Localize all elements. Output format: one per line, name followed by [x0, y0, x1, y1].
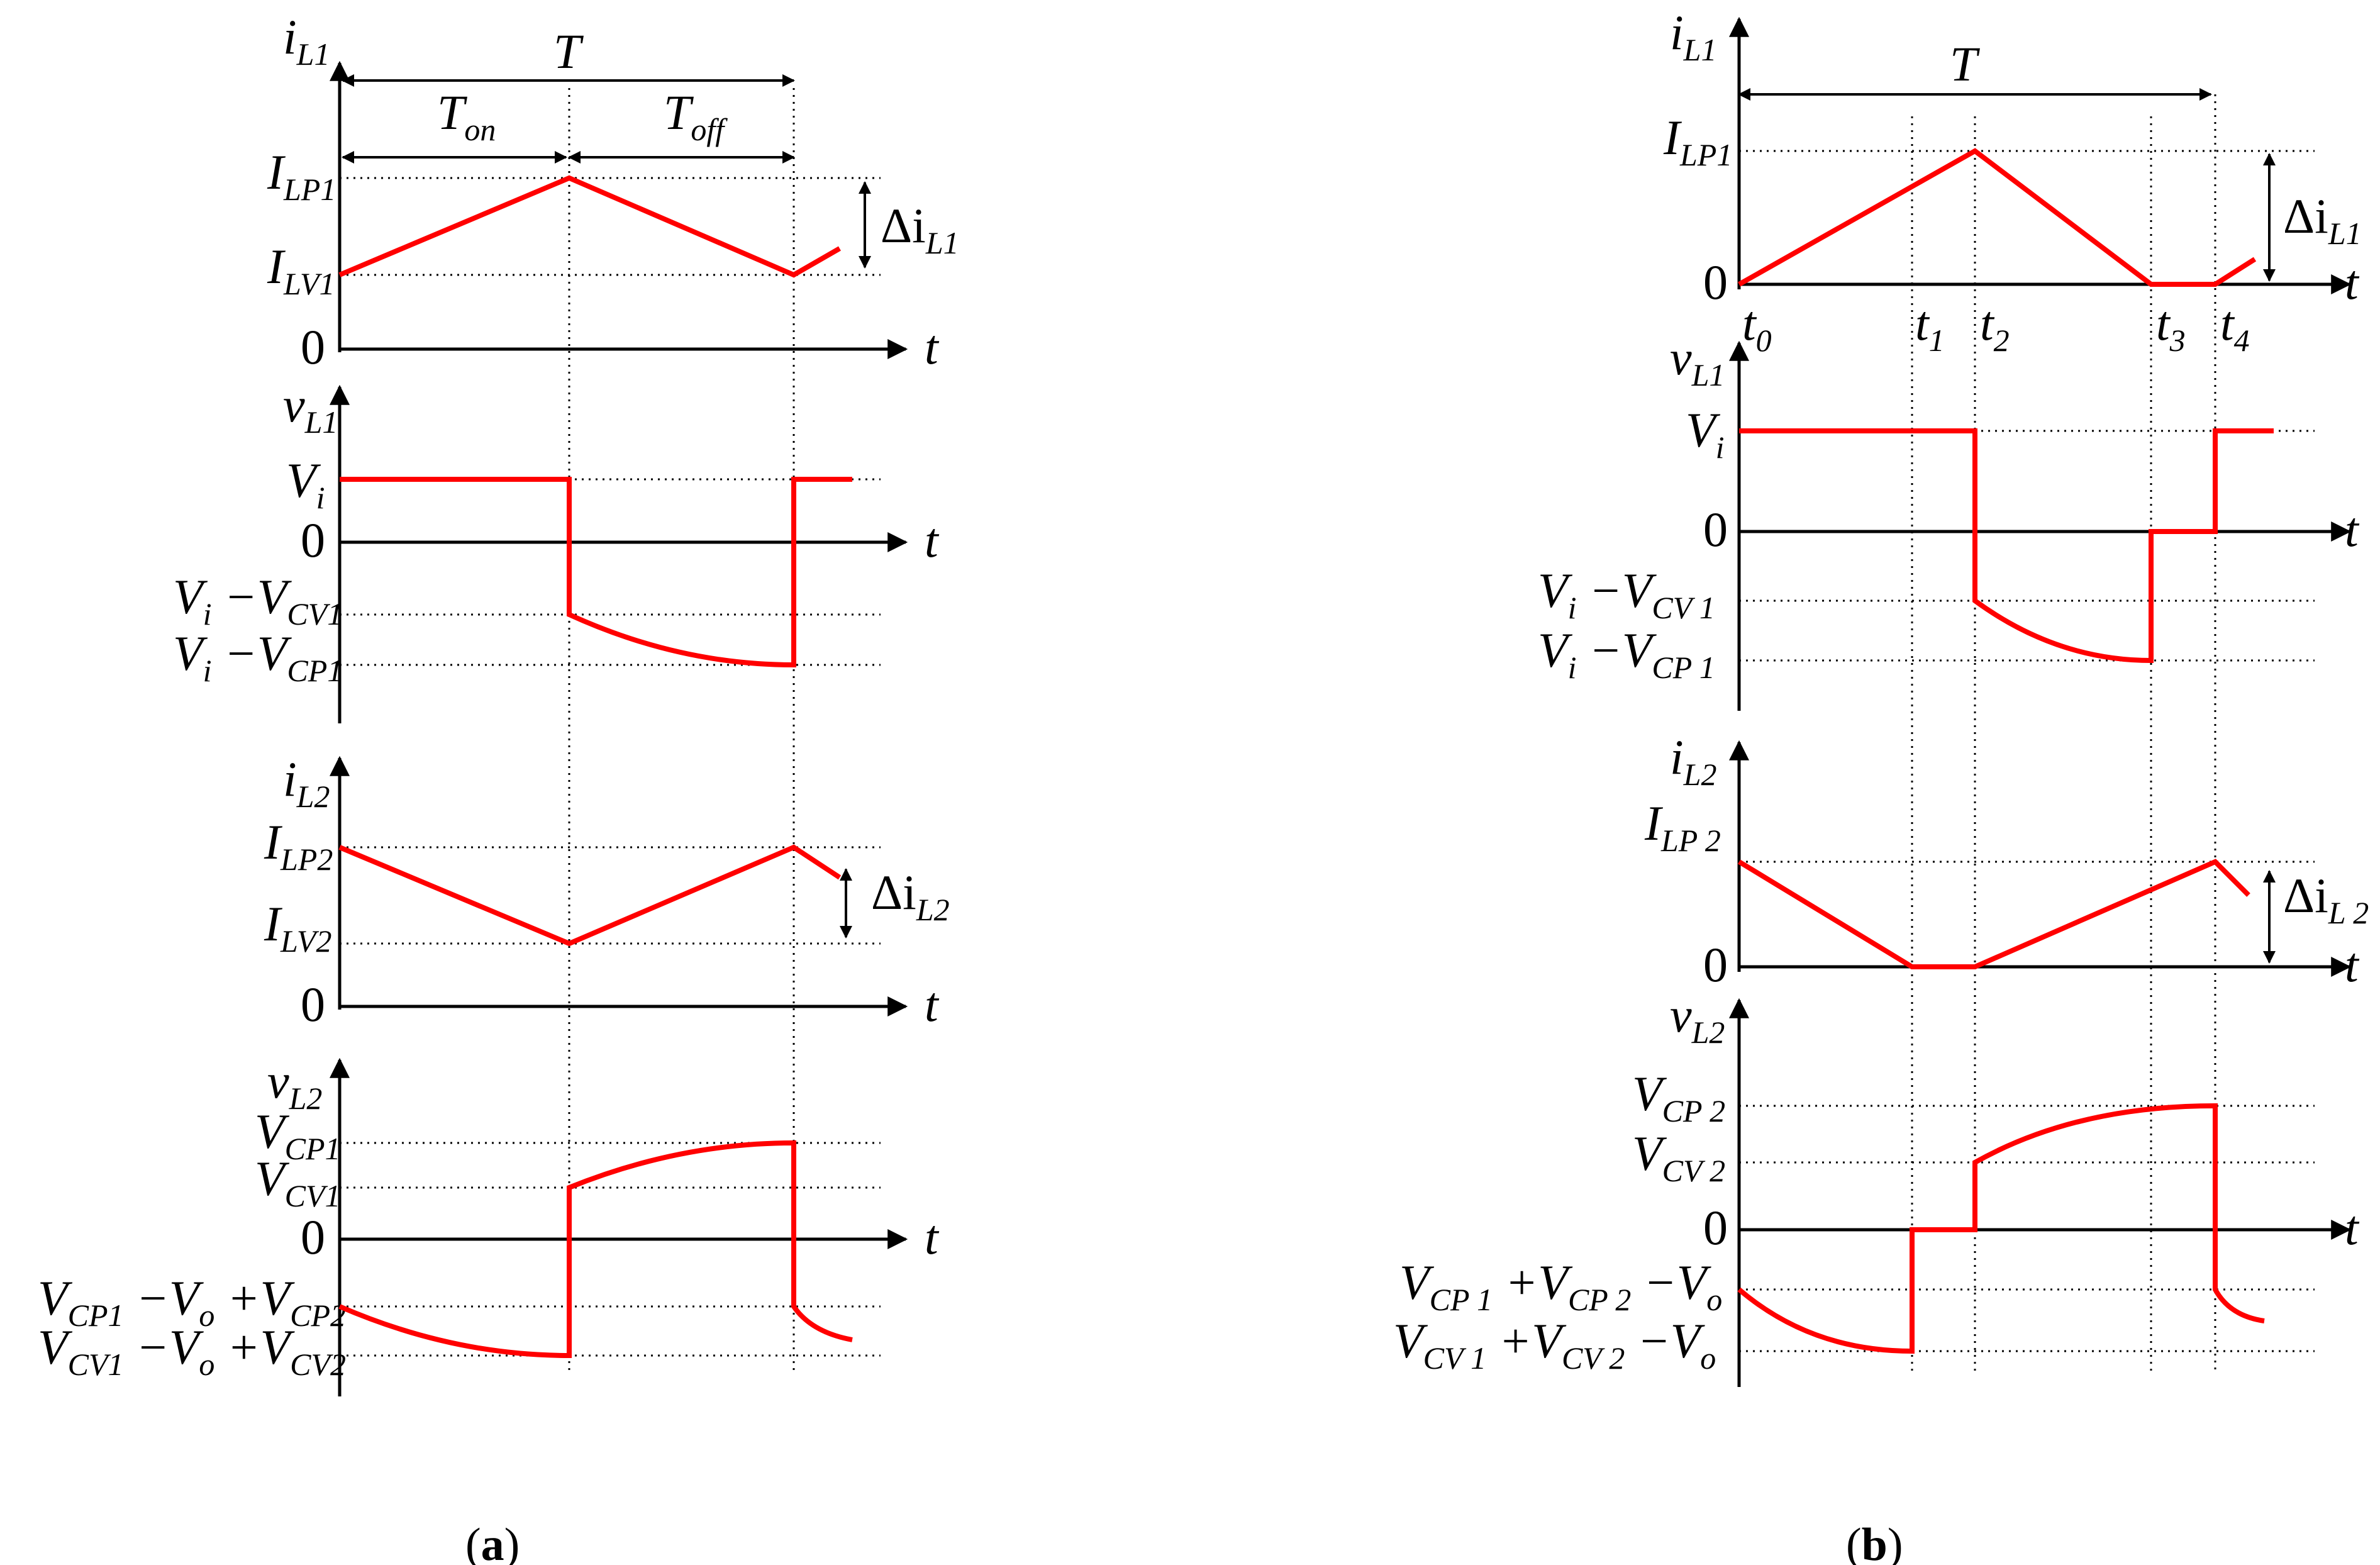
plot-a-vL2: vL2 t VCP1 VCV1 0 VCP1 −Vo +VCP2 VCV1 −V…: [38, 1054, 940, 1396]
caption-b: (b): [1846, 1519, 1903, 1565]
ripple-label: ΔiL 2: [2283, 868, 2369, 930]
zero-label: 0: [1703, 502, 1728, 557]
waveform-vL1: [340, 477, 852, 668]
waveform-iL1: [1738, 148, 2257, 287]
time-mark-t1: t1: [1915, 296, 1945, 358]
plot-b-iL2: iL2 t ILP 2 0 ΔiL 2: [1644, 730, 2369, 992]
zero-label: 0: [1703, 255, 1728, 309]
time-mark-t3: t3: [2156, 296, 2186, 358]
level-label: VCP 2: [1632, 1066, 1725, 1128]
caption-a: (a): [465, 1519, 520, 1565]
time-axis-label: t: [925, 513, 940, 567]
zero-label: 0: [301, 1210, 325, 1264]
level-label: ILV2: [264, 896, 331, 959]
y-axis-label: vL2: [1670, 988, 1725, 1050]
level-label: Vi −VCP1: [173, 626, 343, 688]
level-label: VCV1: [255, 1151, 341, 1213]
level-label: ILP2: [264, 815, 333, 877]
ripple-label: ΔiL1: [881, 198, 959, 260]
time-axis-label: t: [925, 320, 940, 374]
y-axis-label: iL2: [283, 752, 330, 814]
level-label: VCV 1 +VCV 2 −Vo: [1393, 1313, 1716, 1376]
time-axis-label: t: [2345, 937, 2360, 992]
ripple-label: ΔiL1: [2283, 189, 2362, 251]
level-label: VCV 2: [1632, 1126, 1725, 1188]
time-axis-label: t: [925, 1210, 940, 1264]
level-label: VCP1: [255, 1104, 341, 1166]
zero-label: 0: [1703, 937, 1728, 992]
time-marks: t0 t1 t2 t3 t4: [1742, 296, 2250, 358]
level-label: Vi −VCV1: [173, 569, 343, 632]
plot-a-vL1: vL1 t Vi 0 Vi −VCV1 Vi −VCP1: [173, 377, 940, 723]
y-axis-label: iL1: [283, 9, 330, 72]
time-axis-label: t: [2345, 255, 2360, 309]
level-label: ILV1: [267, 239, 335, 301]
level-label: ILP1: [1663, 110, 1732, 172]
y-axis-label: vL1: [283, 377, 338, 440]
zero-label: 0: [301, 513, 325, 567]
level-label: VCP1 −Vo +VCP2: [38, 1271, 346, 1333]
plot-b-vL2: vL2 t VCP 2 VCV 2 0 VCP 1 +VCP 2 −Vo VCV…: [1393, 988, 2360, 1387]
waveform-iL1: [338, 175, 841, 278]
level-label: VCP 1 +VCP 2 −Vo: [1399, 1255, 1722, 1317]
y-axis-label: vL1: [1670, 330, 1725, 393]
panel-b: T iL1 t ILP1 0 ΔiL1 t0 t1 t2 t3 t4: [1393, 5, 2369, 1565]
panel-a: T Ton Toff iL1 t ILP1 ILV1 0 ΔiL1: [38, 9, 959, 1565]
period-dimension-b: T: [1738, 36, 2212, 101]
time-axis-label: t: [2345, 1200, 2360, 1255]
level-label: Vi −VCV 1: [1538, 563, 1715, 625]
plot-a-iL2: iL2 t ILP2 ILV2 0 ΔiL2: [264, 752, 950, 1032]
zero-label: 0: [1703, 1200, 1728, 1255]
period-label: T: [553, 24, 584, 79]
level-label: Vi −VCP 1: [1538, 623, 1715, 685]
level-label: VCV1 −Vo +VCV2: [38, 1320, 346, 1382]
level-label: Vi: [1686, 403, 1725, 465]
time-mark-t2: t2: [1980, 296, 2010, 358]
level-label: Vi: [286, 453, 325, 515]
off-time-label: Toff: [664, 85, 728, 147]
waveform-vL1: [1739, 428, 2274, 664]
y-axis-label: vL2: [267, 1054, 322, 1116]
level-label: ILP1: [267, 145, 336, 207]
plot-b-vL1: vL1 t Vi 0 Vi −VCV 1 Vi −VCP 1: [1538, 330, 2360, 711]
level-label: ILP 2: [1644, 796, 1721, 858]
waveform-iL2: [1737, 859, 2250, 969]
y-axis-label: iL2: [1670, 730, 1716, 792]
time-mark-t4: t4: [2220, 296, 2250, 358]
zero-label: 0: [301, 320, 325, 374]
period-dimension-a: T Ton Toff: [342, 24, 795, 164]
time-axis-label: t: [925, 977, 940, 1032]
plot-b-iL1: iL1 t ILP1 0 ΔiL1 t0 t1 t2 t3 t4: [1663, 5, 2362, 358]
waveform-iL2: [338, 844, 842, 947]
y-axis-label: iL1: [1670, 5, 1716, 67]
waveform-vL2: [1737, 1103, 2265, 1354]
ripple-label: ΔiL2: [871, 865, 950, 927]
plot-a-iL1: iL1 t ILP1 ILV1 0 ΔiL1: [267, 9, 959, 374]
period-label: T: [1950, 36, 1980, 91]
time-axis-label: t: [2345, 502, 2360, 557]
zero-label: 0: [301, 977, 325, 1032]
waveform-vL2: [338, 1140, 853, 1359]
on-time-label: Ton: [437, 85, 496, 147]
time-mark-t0: t0: [1742, 296, 1772, 358]
